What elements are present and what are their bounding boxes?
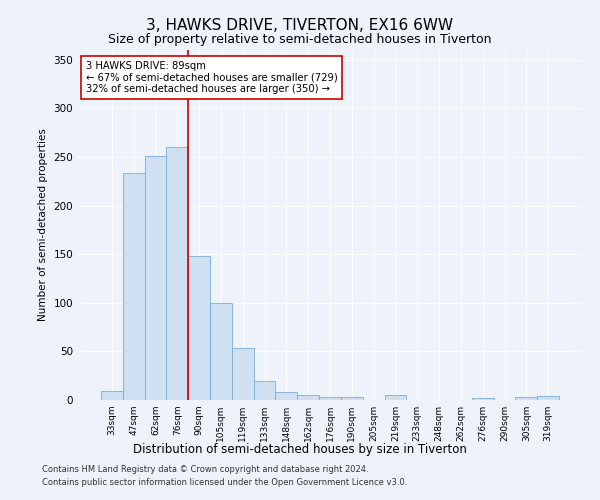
Bar bbox=[254, 380, 275, 400]
Bar bbox=[385, 395, 406, 400]
Y-axis label: Number of semi-detached properties: Number of semi-detached properties bbox=[38, 128, 48, 322]
Bar bbox=[166, 147, 188, 400]
Bar bbox=[123, 172, 145, 400]
Bar bbox=[537, 396, 559, 400]
Bar bbox=[319, 397, 341, 400]
Bar bbox=[232, 348, 254, 400]
Bar bbox=[101, 391, 123, 400]
Text: Contains HM Land Registry data © Crown copyright and database right 2024.: Contains HM Land Registry data © Crown c… bbox=[42, 466, 368, 474]
Text: Distribution of semi-detached houses by size in Tiverton: Distribution of semi-detached houses by … bbox=[133, 442, 467, 456]
Bar bbox=[188, 256, 210, 400]
Bar bbox=[210, 303, 232, 400]
Bar bbox=[297, 395, 319, 400]
Bar bbox=[145, 156, 166, 400]
Text: 3, HAWKS DRIVE, TIVERTON, EX16 6WW: 3, HAWKS DRIVE, TIVERTON, EX16 6WW bbox=[146, 18, 454, 32]
Text: 3 HAWKS DRIVE: 89sqm
← 67% of semi-detached houses are smaller (729)
32% of semi: 3 HAWKS DRIVE: 89sqm ← 67% of semi-detac… bbox=[86, 60, 337, 94]
Bar bbox=[515, 397, 537, 400]
Text: Contains public sector information licensed under the Open Government Licence v3: Contains public sector information licen… bbox=[42, 478, 407, 487]
Bar bbox=[472, 398, 494, 400]
Bar bbox=[275, 392, 297, 400]
Bar bbox=[341, 397, 363, 400]
Text: Size of property relative to semi-detached houses in Tiverton: Size of property relative to semi-detach… bbox=[108, 32, 492, 46]
